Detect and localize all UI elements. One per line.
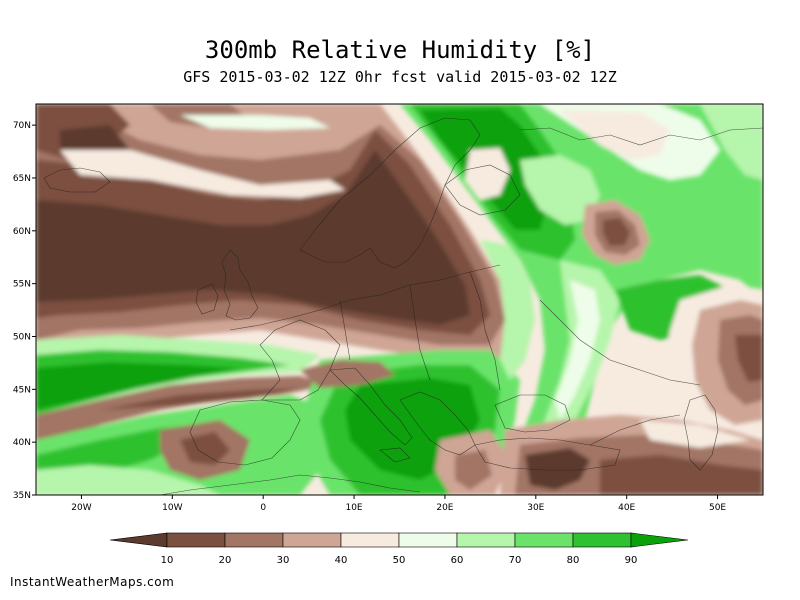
lat-tick-label: 35N <box>13 491 31 501</box>
lat-tick-label: 45N <box>13 385 31 395</box>
colorbar-label: 60 <box>451 555 464 566</box>
colorbar-label: 20 <box>219 555 232 566</box>
lat-tick-label: 60N <box>13 227 31 237</box>
colorbar-segment <box>398 532 458 548</box>
colorbar-label: 40 <box>335 555 348 566</box>
lon-tick-label: 40E <box>618 503 635 513</box>
lon-tick-label: 0 <box>260 503 266 513</box>
colorbar: 10 20 30 40 50 60 70 80 90 <box>109 532 689 566</box>
colorbar-label: 90 <box>625 555 638 566</box>
longitude-axis: 20W 10W 0 10E 20E 30E 40E 50E <box>71 495 726 513</box>
colorbar-segment <box>224 532 284 548</box>
colorbar-label: 30 <box>277 555 290 566</box>
colorbar-label: 80 <box>567 555 580 566</box>
colorbar-segment <box>572 532 632 548</box>
colorbar-segment <box>109 532 168 548</box>
lon-tick-label: 20W <box>71 503 91 513</box>
colorbar-segment <box>630 532 689 548</box>
colorbar-segment <box>166 532 226 548</box>
map-title: 300mb Relative Humidity [%] <box>204 36 596 64</box>
lat-tick-label: 50N <box>13 332 31 342</box>
colorbar-segment <box>456 532 516 548</box>
colorbar-label: 70 <box>509 555 522 566</box>
coastlines <box>43 117 763 495</box>
lon-tick-label: 10E <box>345 503 362 513</box>
lat-tick-label: 65N <box>13 174 31 184</box>
lat-tick-label: 55N <box>13 280 31 290</box>
humidity-field <box>36 104 763 495</box>
colorbar-segment <box>340 532 400 548</box>
lat-tick-label: 40N <box>13 438 31 448</box>
colorbar-segment <box>282 532 342 548</box>
colorbar-segment <box>514 532 574 548</box>
lon-tick-label: 20E <box>436 503 453 513</box>
credit-text: InstantWeatherMaps.com <box>10 575 175 589</box>
colorbar-label: 10 <box>161 555 174 566</box>
latitude-axis: 35N 40N 45N 50N 55N 60N 65N 70N <box>13 121 36 501</box>
lon-tick-label: 50E <box>709 503 726 513</box>
map-subtitle: GFS 2015-03-02 12Z 0hr fcst valid 2015-0… <box>183 68 617 86</box>
lat-tick-label: 70N <box>13 121 31 131</box>
colorbar-label: 50 <box>393 555 406 566</box>
lon-tick-label: 30E <box>527 503 544 513</box>
lon-tick-label: 10W <box>162 503 182 513</box>
map-frame <box>35 103 764 496</box>
